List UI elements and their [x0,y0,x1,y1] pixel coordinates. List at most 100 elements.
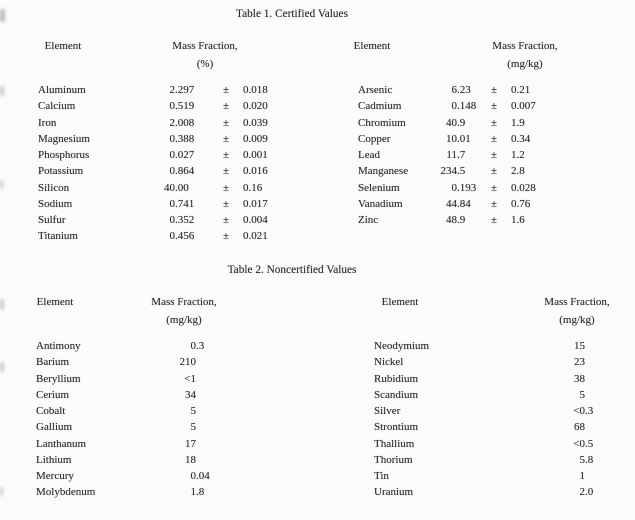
column-header-unit: (mg/kg) [559,314,595,326]
mass-fraction-value: 0.027 [169,149,195,161]
element-name: Thallium [374,437,415,450]
table1-left-element-header: Element [45,37,82,55]
plus-minus-symbol: ± [490,84,498,96]
mass-fraction-value: 68 [574,421,585,434]
plus-minus-symbol: ± [490,214,498,226]
table-row: Scandium 5 [374,387,593,403]
plus-minus-symbol: ± [490,132,498,145]
uncertainty-value: 0.21 [511,84,531,96]
element-name: Beryllium [36,372,81,385]
uncertainty-value: 2.8 [511,165,525,178]
mass-fraction-value: 5 [579,388,586,401]
plus-minus-symbol: ± [490,197,498,210]
mass-fraction-value: 10.01 [446,132,471,145]
table1-left-column: Aluminum 2.297 ± 0.018 Calcium 0.519 ± 0… [38,82,268,245]
table1-right-element-header: Element [354,37,391,55]
column-header-element: Element [36,296,74,308]
table2-left-mass-fraction-header: Mass Fraction, (mg/kg) [151,293,216,329]
mass-fraction-value: 0.741 [169,197,195,210]
mass-fraction-value: 210 [179,356,197,369]
table-row: Thallium <0.5 [374,436,593,452]
element-name: Aluminum [38,84,86,96]
plus-minus-symbol: ± [222,84,230,96]
table-row: Molybdenum 1.8 [36,484,210,500]
mass-fraction-value: 2.0 [579,486,594,499]
mass-fraction-value: 40.9 [446,116,466,129]
plus-minus-symbol: ± [222,149,230,161]
mass-fraction-value: 2.297 [169,84,195,96]
mass-fraction-value: 48.9 [446,214,466,226]
mass-fraction-value: 5 [190,421,197,434]
scan-artifact [0,180,3,189]
element-name: Strontium [374,421,419,434]
element-name: Molybdenum [36,486,96,499]
table-row: Barium 210 [36,354,210,370]
mass-fraction-value: 0.193 [451,181,477,194]
plus-minus-symbol: ± [222,132,230,145]
uncertainty-value: 0.16 [243,181,263,194]
uncertainty-value: 0.039 [243,116,268,129]
element-name: Silver [374,405,401,417]
scan-artifact [0,9,5,22]
mass-fraction-value: 0.04 [190,470,210,482]
plus-minus-symbol: ± [222,181,230,194]
plus-minus-symbol: ± [490,149,498,161]
mass-fraction-value: 1.8 [190,486,205,499]
table1-right-column: Arsenic 6.23 ± 0.21 Cadmium 0.148 ± 0.00… [358,82,536,228]
table2-left-column: Antimony 0.3 Barium 210 Beryllium <1 Cer… [36,338,210,501]
plus-minus-symbol: ± [222,100,230,113]
uncertainty-value: 1.2 [511,149,525,161]
table-row: Copper 10.01 ± 0.34 [358,131,536,147]
mass-fraction-value: 0.388 [169,132,195,145]
element-name: Arsenic [358,84,393,96]
element-name: Lead [358,149,380,161]
mass-fraction-value: 18 [185,453,196,466]
element-name: Manganese [358,165,409,178]
column-header-element: Element [44,40,82,52]
element-name: Cerium [36,388,69,401]
table-row: Iron 2.008 ± 0.039 [38,115,268,131]
scan-artifact [0,362,4,372]
table1-left-mass-fraction-header: Mass Fraction, (%) [172,37,237,73]
table-row: Silver <0.3 [374,403,593,419]
element-name: Mercury [36,470,74,482]
plus-minus-symbol: ± [490,181,498,194]
scan-artifact [0,487,3,496]
table-row: Potassium 0.864 ± 0.016 [38,163,268,179]
mass-fraction-value: 0.864 [169,165,195,178]
element-name: Silicon [38,181,70,194]
element-name: Gallium [36,421,73,434]
plus-minus-symbol: ± [222,165,230,178]
uncertainty-value: 0.028 [511,181,536,194]
table1-right-mass-fraction-header: Mass Fraction, (mg/kg) [492,37,557,73]
table-row: Thorium 5.8 [374,452,593,468]
column-header-mass-fraction: Mass Fraction, [151,296,217,308]
plus-minus-symbol: ± [222,197,230,210]
element-name: Sodium [38,197,73,210]
plus-minus-symbol: ± [222,230,230,243]
element-name: Chromium [358,116,406,129]
uncertainty-value: 0.76 [511,197,531,210]
table-row: Lanthanum 17 [36,436,210,452]
element-name: Lithium [36,453,72,466]
plus-minus-symbol: ± [222,214,230,226]
mass-fraction-value: 0.3 [190,340,205,352]
scan-artifact [0,299,4,310]
mass-fraction-value: 23 [574,356,585,369]
table-row: Strontium 68 [374,419,593,435]
table2-title: Table 2. Noncertified Values [227,264,357,276]
mass-fraction-value: 5 [190,405,197,417]
table-row: Neodymium 15 [374,338,593,354]
mass-fraction-value: 0.352 [169,214,195,226]
table-row: Tin 1 [374,468,593,484]
uncertainty-value: 0.021 [243,230,268,243]
element-name: Phosphorus [38,149,90,161]
column-header-element: Element [381,296,419,308]
table-row: Calcium 0.519 ± 0.020 [38,98,268,114]
mass-fraction-value: 2.008 [169,116,195,129]
plus-minus-symbol: ± [222,116,230,129]
element-name: Magnesium [38,132,90,145]
element-name: Lanthanum [36,437,87,450]
column-header-mass-fraction: Mass Fraction, [544,296,610,308]
column-header-unit: (%) [196,58,214,70]
